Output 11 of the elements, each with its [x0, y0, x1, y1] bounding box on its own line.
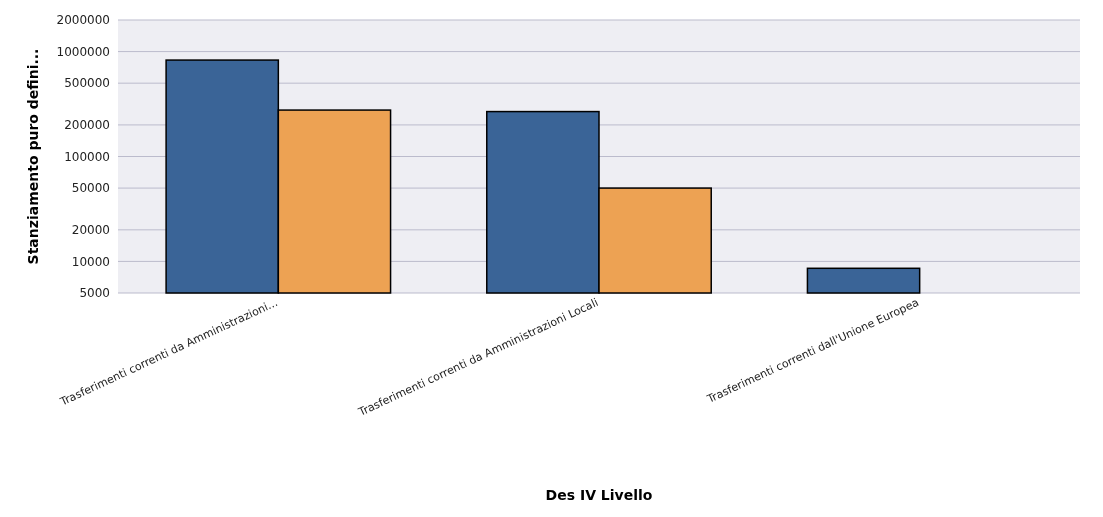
y-tick-label: 100000 — [64, 149, 110, 164]
y-tick-label: 1000000 — [56, 44, 110, 59]
y-tick-label: 5000 — [79, 286, 110, 301]
y-tick-label: 500000 — [64, 76, 110, 91]
y-axis-title: Stanziamento puro defini... — [25, 48, 41, 265]
y-tick-label: 10000 — [71, 254, 110, 269]
y-tick-label: 20000 — [71, 223, 110, 238]
y-tick-label: 200000 — [64, 118, 110, 133]
y-tick-label: 50000 — [71, 181, 110, 196]
x-axis-title: Des IV Livello — [545, 487, 653, 503]
y-tick-label: 2000000 — [56, 13, 110, 28]
